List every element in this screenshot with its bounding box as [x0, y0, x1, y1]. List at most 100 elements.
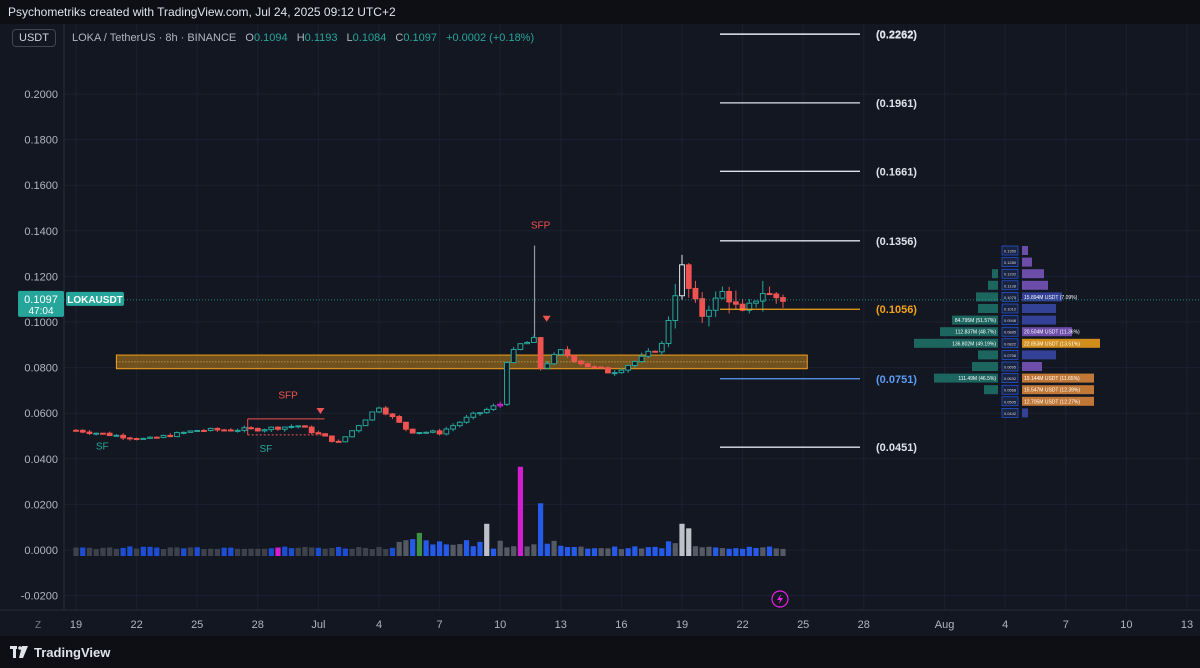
x-tick-label: 10	[494, 619, 506, 631]
x-tick-label: 19	[676, 619, 688, 631]
ob-price-cell	[1001, 303, 1019, 314]
ohlc-high-value: 0.1193	[304, 32, 338, 44]
volume-bar	[699, 547, 705, 556]
candle-body	[120, 434, 127, 439]
ob-bid-label: 84.795M (51.57%)	[955, 318, 996, 324]
y-tick-label: 0.0200	[24, 499, 58, 511]
candles	[73, 254, 786, 443]
volume-bar	[302, 546, 308, 556]
candle-body	[753, 300, 759, 304]
tradingview-logo[interactable]: TradingView	[0, 645, 110, 660]
ob-ask-label: 15.894M USDT (7.09%)	[1024, 295, 1078, 301]
bolt-icon[interactable]	[771, 590, 789, 608]
ob-price-label: 0.0885	[1004, 330, 1017, 335]
ob-ask-bar	[1022, 385, 1094, 395]
fib-label: (0.1961)	[876, 98, 917, 110]
volume-bar	[194, 547, 200, 556]
volume-bar	[746, 546, 752, 556]
volume-bar	[288, 548, 295, 556]
volume-bar	[713, 547, 719, 556]
candle-body	[302, 425, 308, 428]
ob-price-label: 0.0442	[1004, 411, 1017, 416]
x-tick-label: 16	[615, 619, 627, 631]
y-tick-label: 0.1000	[24, 317, 58, 329]
ohlc-high-key: H	[296, 32, 305, 44]
volume-bar	[160, 549, 167, 556]
candle-body	[544, 363, 551, 369]
ob-ask-label: 15.547M USDT (12.39%)	[1024, 388, 1080, 394]
candle-body	[557, 349, 564, 356]
fib-levels: (0.2262) (0.1961) (0.1661) (0.1356) (0.1056)…	[64, 29, 1200, 454]
candle-body	[605, 367, 611, 374]
volume-bar	[127, 546, 133, 556]
candle-body	[625, 364, 632, 371]
ob-ask-bar	[1022, 327, 1072, 337]
candle-body	[106, 432, 113, 437]
candle-body	[349, 430, 355, 438]
ohlc-low-key: L	[346, 32, 353, 44]
candle-body	[180, 431, 187, 434]
candle-body	[571, 355, 578, 362]
volume-bar	[437, 541, 443, 556]
volume-bar	[309, 547, 315, 556]
price-chart[interactable]: 0.1350 0.1280 0.1202 0.1138 0.1075 15.894M US…	[0, 24, 1200, 636]
currency-badge[interactable]: USDT	[12, 29, 56, 47]
volume-bar	[618, 549, 624, 556]
volume-bar	[228, 547, 234, 556]
volume-bar	[517, 466, 523, 556]
candle-body	[436, 430, 443, 435]
volume-bar	[221, 547, 227, 556]
candle-body	[658, 342, 665, 353]
volume-bar	[147, 546, 153, 556]
ob-ask-bar	[1022, 396, 1094, 406]
ob-price-cell	[1001, 315, 1019, 325]
bolt-glyph	[777, 594, 783, 604]
price-change: +0.0002 (+0.18%)	[446, 32, 535, 44]
volume-bar	[120, 547, 126, 556]
volume-bar	[578, 546, 584, 556]
ob-bid-bar	[952, 315, 998, 325]
x-tick-label: 28	[858, 619, 870, 631]
candle-body	[113, 434, 120, 437]
volume-bar	[235, 548, 241, 556]
timezone-button[interactable]: Z	[35, 620, 41, 631]
ob-price-label: 0.1012	[1004, 307, 1017, 312]
candle-body	[73, 429, 79, 432]
y-tick-label: 0.0600	[24, 408, 58, 420]
fib-label: (0.1056)	[876, 304, 917, 316]
candle-body	[470, 412, 477, 418]
volume-bar	[396, 541, 402, 556]
ob-price-cell	[1001, 396, 1019, 407]
volume-bar	[531, 544, 537, 556]
sfp-marker	[542, 315, 551, 322]
ob-bid-label: 136.802M (49.19%)	[952, 341, 996, 347]
x-tick-label: 10	[1120, 619, 1132, 631]
volume-bar	[282, 546, 288, 556]
volume-bar	[214, 548, 220, 556]
candle-body	[355, 425, 362, 432]
fib-label: (0.0451)	[876, 442, 917, 454]
tradingview-logo-icon	[10, 646, 28, 658]
volume-bar	[100, 547, 106, 556]
candle-body	[147, 436, 153, 439]
candle-body	[389, 413, 396, 418]
y-tick-label: 0.1600	[24, 180, 58, 192]
candle-body	[133, 438, 140, 441]
candle-body	[477, 412, 483, 415]
x-tick-label: 4	[1002, 619, 1008, 631]
ob-bid-label: 112.837M (48.7%)	[955, 330, 996, 336]
candle-body	[450, 425, 456, 430]
symbol-title: LOKA / TetherUS · 8h · BINANCE	[72, 32, 237, 44]
ob-ask-label: 12.705M USDT (12.27%)	[1024, 399, 1080, 405]
ob-ask-bar	[1022, 338, 1100, 348]
x-tick-label: Aug	[935, 619, 955, 631]
volume-bar	[591, 548, 598, 556]
ob-bid-bar	[992, 269, 998, 279]
candle-body	[194, 429, 201, 432]
candle-body	[443, 428, 450, 435]
ob-price-cell	[1001, 257, 1019, 267]
volume-bar	[766, 546, 773, 556]
axes: 0.2000 0.1800 0.1600 0.1400 0.1200 0.1000 0.08…	[0, 24, 1200, 636]
ob-ask-bar	[1022, 373, 1094, 383]
volume-bar	[389, 547, 396, 556]
